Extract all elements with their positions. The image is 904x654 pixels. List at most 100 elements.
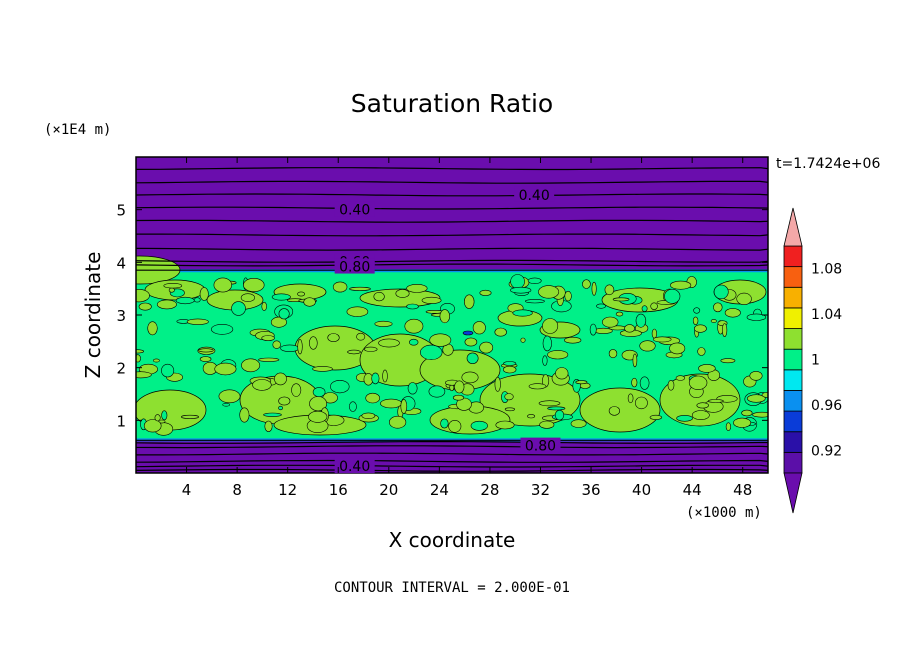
- small-patch: [570, 419, 587, 428]
- small-patch: [676, 414, 693, 422]
- small-patch: [649, 414, 663, 420]
- small-patch: [261, 301, 267, 311]
- small-patch: [631, 377, 638, 388]
- cloud-layer: [136, 157, 768, 473]
- small-patch: [479, 289, 492, 296]
- small-patch: [725, 422, 732, 432]
- small-patch: [213, 277, 233, 293]
- small-patch: [510, 274, 525, 289]
- colorbar-tick-label: 0.92: [811, 443, 842, 459]
- small-patch: [361, 412, 376, 419]
- small-patch: [627, 393, 634, 404]
- small-patch: [274, 372, 287, 386]
- small-patch: [240, 293, 255, 303]
- y-tick-label: 2: [116, 360, 126, 378]
- x-tick-label: 36: [581, 481, 600, 499]
- y-axis-ticks: 1 2 3 4 5: [116, 202, 768, 430]
- small-patch: [527, 277, 542, 284]
- small-patch: [746, 313, 767, 321]
- contour-line: [136, 468, 768, 472]
- small-patch: [272, 340, 281, 349]
- small-patch: [538, 285, 560, 299]
- small-patch: [136, 371, 152, 379]
- small-patch: [168, 287, 175, 293]
- contour-label-bg: [520, 437, 561, 453]
- small-patch: [175, 296, 195, 305]
- contour-line: [136, 464, 768, 468]
- small-patch: [154, 414, 161, 422]
- colorbar-segment: [783, 390, 803, 412]
- small-patch: [303, 297, 316, 307]
- small-patch: [239, 407, 250, 423]
- small-patch: [198, 348, 214, 353]
- small-patch: [263, 412, 282, 417]
- small-patch: [688, 375, 708, 390]
- small-patch: [696, 402, 709, 409]
- small-patch: [528, 383, 547, 390]
- small-patch: [591, 281, 597, 296]
- small-patch: [464, 294, 475, 309]
- small-patch: [428, 385, 446, 398]
- contour-line: [136, 247, 768, 251]
- small-patch: [608, 406, 621, 416]
- small-patch: [512, 309, 533, 317]
- colorbar-under-arrow: [783, 472, 803, 514]
- contour-line: [136, 441, 768, 444]
- small-patch: [199, 356, 212, 362]
- small-patch: [261, 335, 275, 341]
- contour-line: [136, 219, 768, 223]
- small-patch: [389, 415, 407, 429]
- small-patch: [635, 313, 647, 328]
- y-tick-label: 3: [116, 307, 126, 325]
- x-tick-label: 20: [379, 481, 398, 499]
- small-patch: [330, 380, 350, 394]
- lime-patch: [659, 373, 741, 427]
- contour-label-bg: [334, 458, 375, 474]
- colorbar-segment: [783, 369, 803, 391]
- small-patch: [374, 320, 393, 327]
- small-patch: [520, 337, 526, 343]
- small-patch: [713, 302, 723, 313]
- small-patch: [312, 387, 326, 398]
- small-patch: [632, 353, 638, 368]
- small-patch: [222, 402, 230, 407]
- small-patch: [761, 392, 768, 398]
- small-patch: [694, 324, 707, 333]
- small-patch: [193, 297, 201, 303]
- contour-line: [136, 459, 768, 463]
- small-patch: [186, 318, 209, 325]
- small-patch: [371, 372, 380, 385]
- contour-label-bg: [334, 201, 375, 217]
- lime-patch: [579, 387, 661, 433]
- small-patch: [721, 323, 728, 337]
- small-patch: [291, 383, 302, 397]
- small-patch: [691, 410, 710, 420]
- small-patch: [243, 277, 265, 292]
- contour-label-bg: [334, 258, 375, 274]
- contour-label: 0.40: [339, 203, 370, 219]
- small-patch: [365, 392, 381, 404]
- colorbar: 0.92 0.96 1 1.04 1.08: [783, 207, 842, 514]
- small-patch: [161, 410, 168, 421]
- small-patch: [211, 323, 234, 335]
- small-patch: [601, 316, 619, 328]
- small-patch: [421, 296, 442, 304]
- small-patch: [698, 364, 716, 373]
- colorbar-segment: [783, 410, 803, 433]
- small-patch: [332, 281, 348, 293]
- y-unit-label: (×1E4 m): [44, 122, 111, 138]
- lower-dry-layer: [136, 440, 768, 473]
- small-patch: [452, 394, 465, 401]
- colorbar-segment: [783, 451, 803, 474]
- x-tick-label: 16: [329, 481, 348, 499]
- small-patch: [373, 292, 385, 302]
- small-patch: [669, 280, 692, 290]
- small-patch: [470, 420, 488, 431]
- small-patch: [650, 302, 658, 310]
- contour-line: [136, 193, 768, 197]
- small-patch: [271, 293, 291, 301]
- small-patch: [589, 323, 597, 336]
- x-axis-ticks: 4 8 12 16 20 24 28 32 36 40 44 48: [182, 157, 752, 499]
- small-patch: [138, 302, 152, 311]
- contour-lines: [136, 167, 768, 472]
